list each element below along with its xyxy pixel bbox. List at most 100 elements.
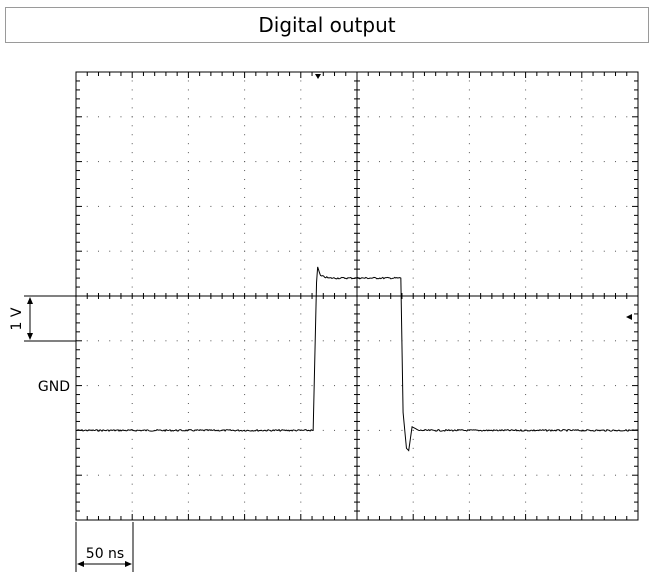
grid-dot <box>525 492 527 494</box>
grid-dot <box>525 250 527 252</box>
grid-dot <box>615 205 617 207</box>
grid-dot <box>244 80 246 82</box>
grid-dot <box>187 98 189 100</box>
grid-dot <box>581 223 583 225</box>
grid-dot <box>412 492 414 494</box>
grid-dot <box>412 152 414 154</box>
grid-dot <box>581 331 583 333</box>
grid-dot <box>513 250 515 252</box>
grid-dot <box>412 510 414 512</box>
grid-dot <box>300 223 302 225</box>
grid-dot <box>266 116 268 118</box>
grid-dot <box>468 411 470 413</box>
grid-dot <box>378 474 380 476</box>
grid-dot <box>165 116 167 118</box>
grid-dot <box>131 268 133 270</box>
grid-dot <box>446 205 448 207</box>
grid-dot <box>581 116 583 118</box>
grid-dot <box>468 89 470 91</box>
grid-dot <box>244 277 246 279</box>
grid-dot <box>468 492 470 494</box>
grid-dot <box>244 196 246 198</box>
grid-dot <box>244 403 246 405</box>
grid-dot <box>244 98 246 100</box>
grid-dot <box>199 474 201 476</box>
grid-dot <box>615 116 617 118</box>
grid-dot <box>244 250 246 252</box>
grid-dot <box>525 214 527 216</box>
grid-dot <box>311 116 313 118</box>
grid-dot <box>525 152 527 154</box>
grid-dot <box>581 304 583 306</box>
grid-dot <box>109 385 111 387</box>
grid-dot <box>592 250 594 252</box>
grid-dot <box>300 125 302 127</box>
grid-dot <box>581 277 583 279</box>
grid-dot <box>468 241 470 243</box>
grid-dot <box>244 510 246 512</box>
grid-dot <box>255 250 257 252</box>
grid-dot <box>97 161 99 163</box>
grid-dot <box>581 170 583 172</box>
grid-dot <box>468 268 470 270</box>
grid-dot <box>378 340 380 342</box>
grid-dot <box>131 313 133 315</box>
grid-dot <box>446 474 448 476</box>
grid-dot <box>525 277 527 279</box>
grid-dot <box>581 376 583 378</box>
grid-dot <box>255 161 257 163</box>
grid-dot <box>367 250 369 252</box>
grid-dot <box>289 340 291 342</box>
grid-dot <box>300 501 302 503</box>
grid-dot <box>581 322 583 324</box>
grid-dot <box>412 179 414 181</box>
grid-dot <box>525 483 527 485</box>
grid-dot <box>131 80 133 82</box>
grid-dot <box>289 161 291 163</box>
grid-dot <box>187 403 189 405</box>
grid-dot <box>322 116 324 118</box>
grid-dot <box>525 438 527 440</box>
grid-dot <box>581 420 583 422</box>
grid-dot <box>412 277 414 279</box>
grid-dot <box>525 286 527 288</box>
grid-dot <box>187 492 189 494</box>
grid-dot <box>525 187 527 189</box>
grid-dot <box>390 474 392 476</box>
grid-dot <box>300 340 302 342</box>
grid-dot <box>131 98 133 100</box>
grid-dot <box>244 322 246 324</box>
grid-dot <box>120 116 122 118</box>
grid-dot <box>468 447 470 449</box>
grid-dot <box>210 340 212 342</box>
grid-dot <box>131 179 133 181</box>
grid-dot <box>581 98 583 100</box>
grid-dot <box>615 250 617 252</box>
grid-dot <box>86 385 88 387</box>
grid-dot <box>300 349 302 351</box>
grid-dot <box>334 474 336 476</box>
grid-dot <box>525 411 527 413</box>
grid-dot <box>131 385 133 387</box>
grid-dot <box>131 143 133 145</box>
grid-dot <box>468 125 470 127</box>
grid-dot <box>468 143 470 145</box>
grid-dot <box>142 116 144 118</box>
grid-dot <box>401 205 403 207</box>
grid-dot <box>412 98 414 100</box>
grid-dot <box>525 232 527 234</box>
grid-dot <box>626 116 628 118</box>
grid-dot <box>412 241 414 243</box>
grid-dot <box>468 223 470 225</box>
grid-dot <box>412 411 414 413</box>
grid-dot <box>221 340 223 342</box>
grid-dot <box>277 161 279 163</box>
grid-dot <box>412 232 414 234</box>
grid-dot <box>581 313 583 315</box>
grid-dot <box>244 474 246 476</box>
grid-dot <box>345 250 347 252</box>
grid-dot <box>221 474 223 476</box>
grid-dot <box>468 501 470 503</box>
grid-dot <box>412 420 414 422</box>
grid-dot <box>412 170 414 172</box>
